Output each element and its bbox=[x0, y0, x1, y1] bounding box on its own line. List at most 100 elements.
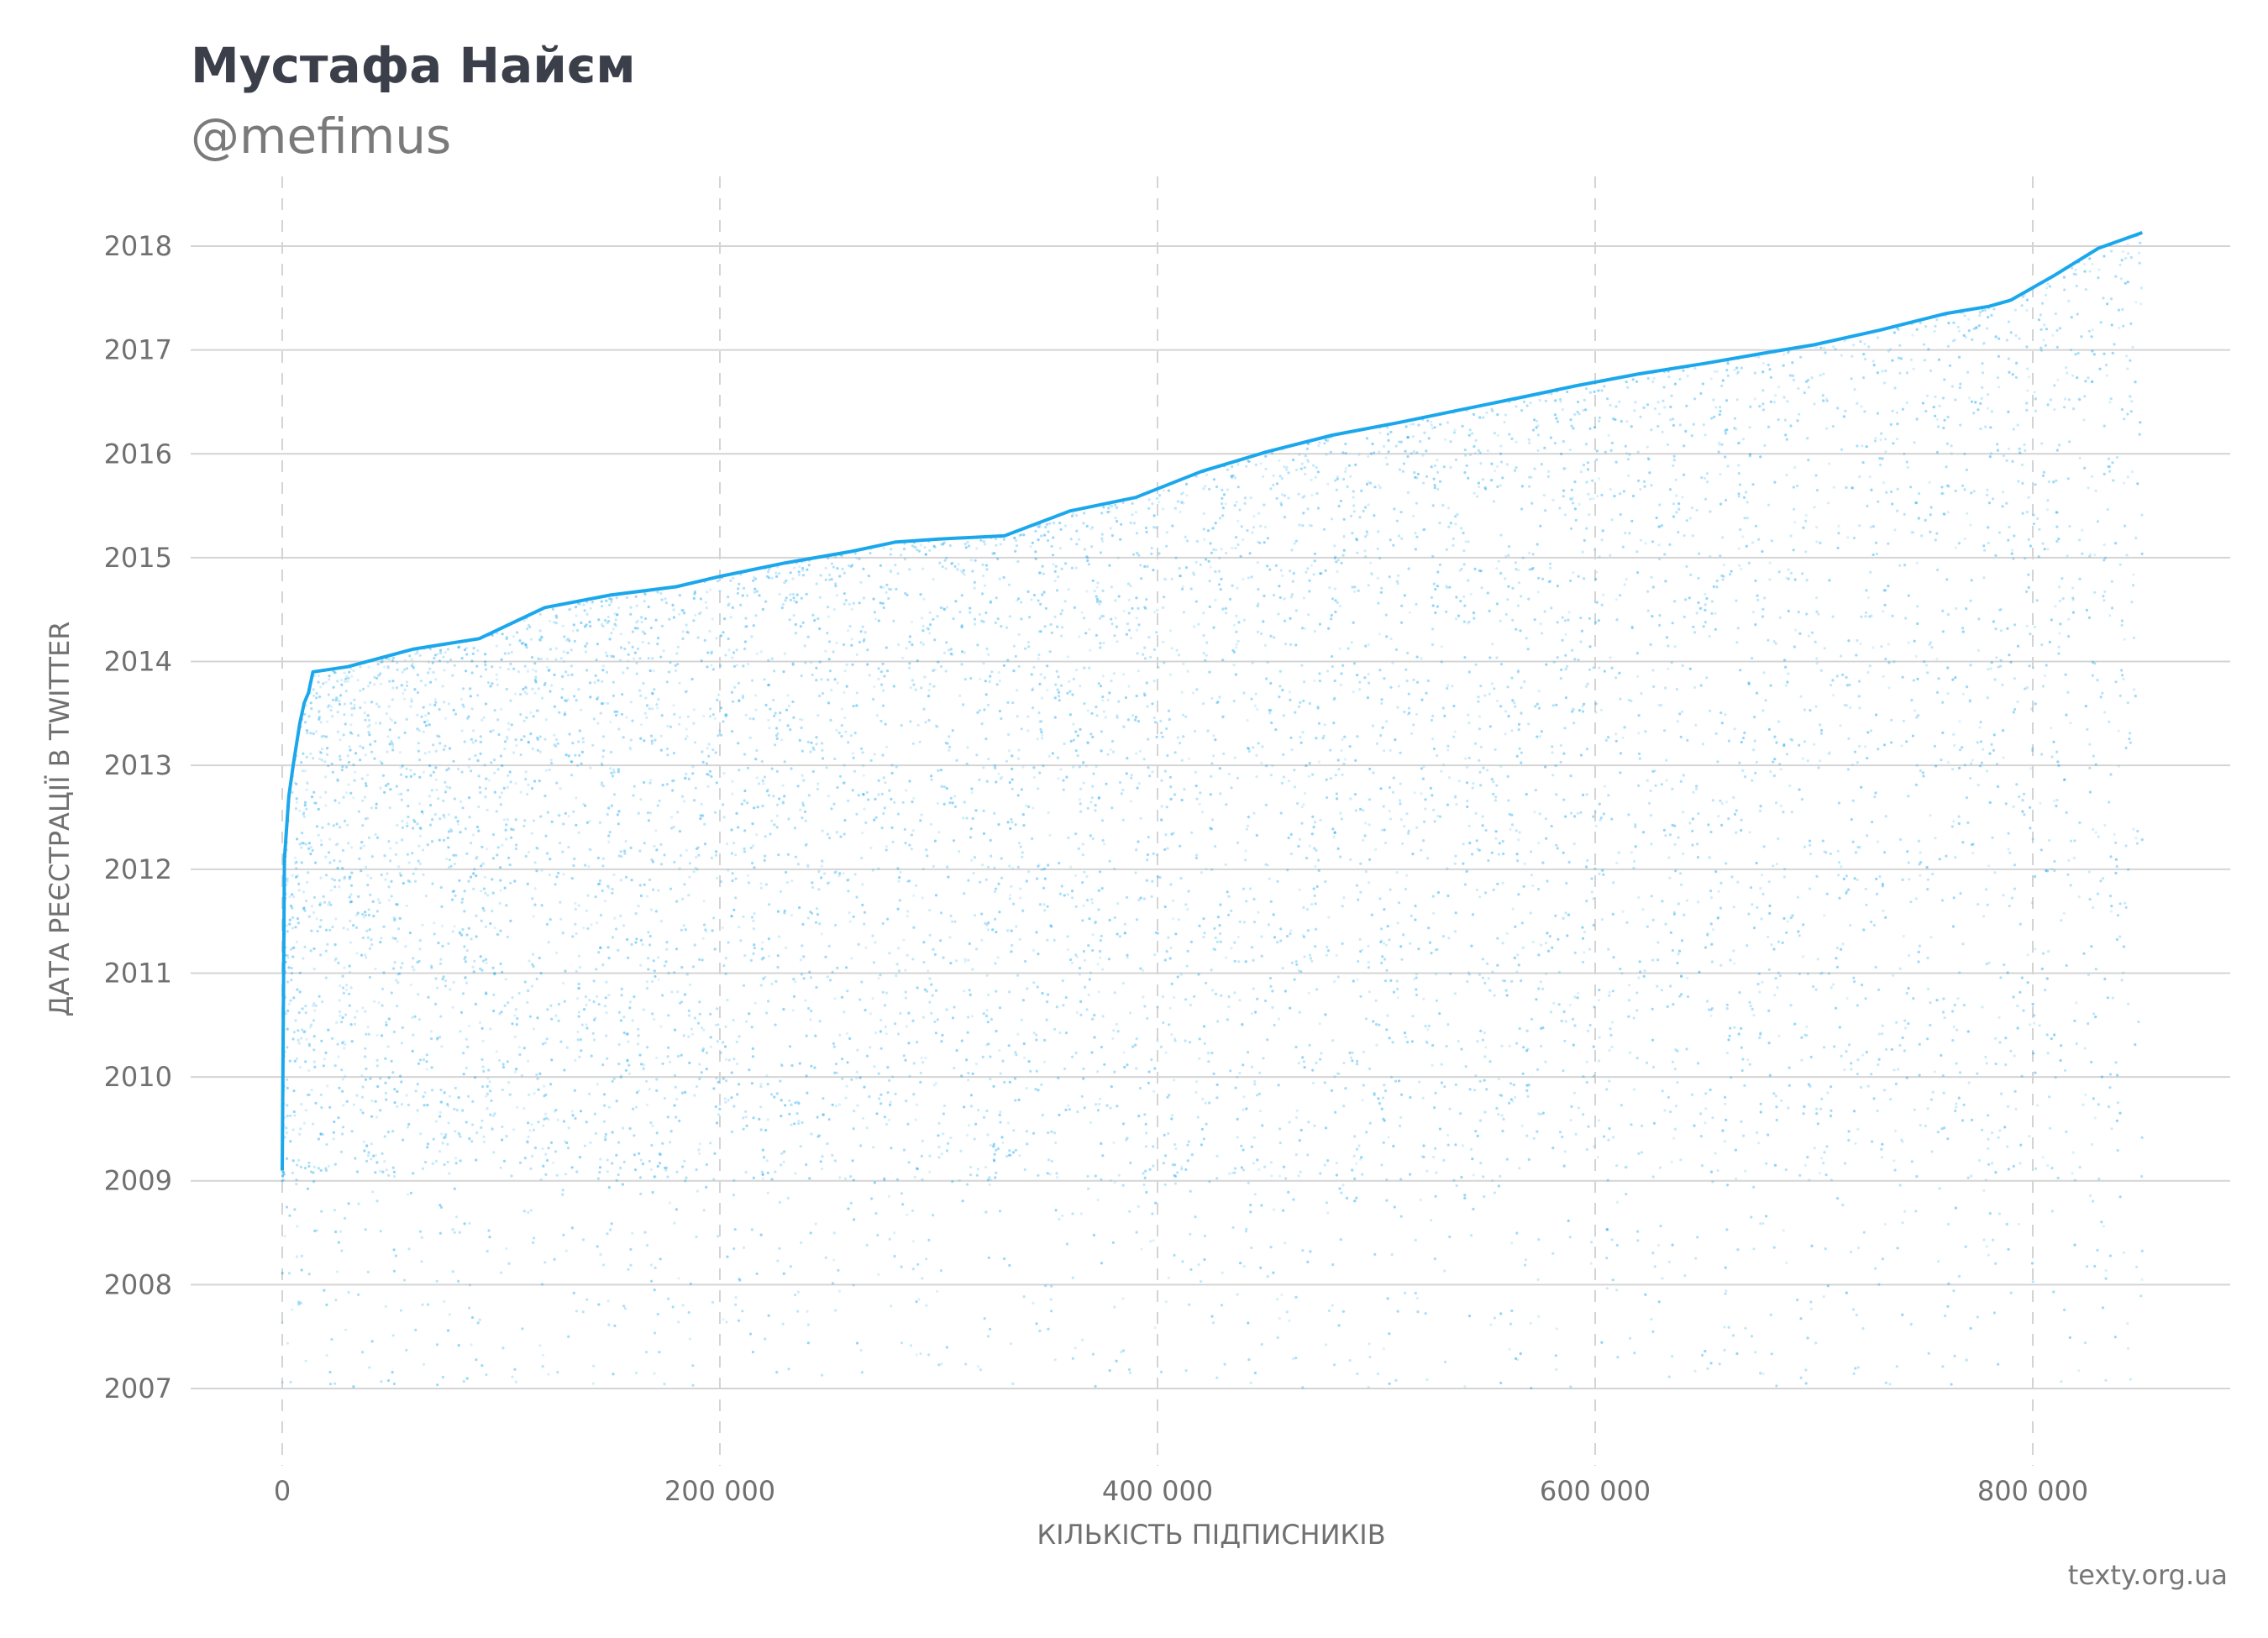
scatter-point bbox=[1210, 868, 1214, 871]
scatter-point bbox=[1177, 918, 1180, 921]
scatter-point bbox=[1113, 867, 1116, 870]
scatter-point bbox=[298, 990, 302, 994]
scatter-point bbox=[1363, 549, 1367, 553]
scatter-point bbox=[1221, 514, 1225, 517]
scatter-point bbox=[960, 1074, 963, 1078]
scatter-point bbox=[942, 606, 945, 611]
scatter-point bbox=[1551, 498, 1555, 502]
scatter-point bbox=[1472, 1207, 1475, 1210]
scatter-point bbox=[1567, 1219, 1570, 1222]
scatter-point bbox=[1819, 669, 1823, 672]
scatter-point bbox=[906, 953, 909, 957]
scatter-point bbox=[1534, 789, 1537, 792]
scatter-point bbox=[1266, 1275, 1269, 1278]
scatter-point bbox=[343, 877, 346, 880]
scatter-point bbox=[1627, 474, 1630, 477]
scatter-point bbox=[1446, 867, 1449, 870]
scatter-point bbox=[1163, 1133, 1166, 1137]
scatter-point bbox=[1620, 1104, 1623, 1107]
scatter-point bbox=[611, 1079, 614, 1083]
scatter-point bbox=[412, 665, 415, 669]
scatter-point bbox=[2084, 705, 2087, 708]
scatter-point bbox=[2102, 595, 2105, 598]
scatter-point bbox=[897, 643, 900, 647]
scatter-point bbox=[657, 698, 660, 701]
scatter-point bbox=[1057, 777, 1060, 780]
scatter-point bbox=[426, 719, 429, 722]
scatter-point bbox=[1348, 1051, 1352, 1054]
scatter-point bbox=[1725, 1051, 1729, 1055]
scatter-point bbox=[1749, 405, 1752, 408]
scatter-point bbox=[1102, 710, 1105, 713]
scatter-point bbox=[1304, 454, 1307, 458]
scatter-point bbox=[1310, 524, 1313, 528]
scatter-point bbox=[682, 924, 685, 927]
scatter-point bbox=[1772, 640, 1776, 643]
scatter-point bbox=[1815, 874, 1819, 878]
scatter-point bbox=[1918, 1042, 1921, 1046]
scatter-point bbox=[331, 715, 334, 718]
scatter-point bbox=[1815, 489, 1819, 492]
scatter-point bbox=[1651, 1252, 1655, 1255]
scatter-point bbox=[1238, 508, 1242, 512]
scatter-point bbox=[534, 669, 538, 673]
scatter-point bbox=[817, 1134, 821, 1137]
scatter-point bbox=[1260, 632, 1263, 636]
scatter-point bbox=[651, 691, 654, 696]
scatter-point bbox=[361, 1111, 365, 1115]
scatter-point bbox=[2019, 1143, 2023, 1147]
scatter-point bbox=[1998, 531, 2001, 534]
scatter-point bbox=[1471, 432, 1474, 435]
scatter-point bbox=[1335, 792, 1338, 795]
y-gridlines bbox=[191, 245, 2230, 1389]
scatter-point bbox=[1037, 571, 1041, 575]
scatter-point bbox=[334, 917, 338, 921]
scatter-point bbox=[1961, 627, 1965, 630]
scatter-point bbox=[391, 1166, 395, 1169]
scatter-point bbox=[2073, 1019, 2076, 1022]
scatter-point bbox=[546, 1008, 549, 1011]
scatter-point bbox=[2031, 837, 2034, 841]
scatter-point bbox=[487, 1068, 491, 1072]
scatter-point bbox=[364, 753, 367, 757]
scatter-point bbox=[2048, 1126, 2051, 1130]
scatter-point bbox=[376, 898, 380, 901]
scatter-point bbox=[1395, 580, 1399, 583]
scatter-point bbox=[654, 1331, 657, 1335]
scatter-point bbox=[1499, 1312, 1503, 1315]
scatter-point bbox=[582, 927, 585, 930]
scatter-point bbox=[326, 747, 329, 750]
scatter-point bbox=[989, 601, 992, 604]
scatter-point bbox=[570, 664, 574, 668]
scatter-point bbox=[1573, 507, 1577, 511]
scatter-point bbox=[1735, 428, 1738, 431]
scatter-point bbox=[713, 1152, 717, 1155]
scatter-point bbox=[486, 1092, 490, 1095]
scatter-point bbox=[936, 1289, 939, 1293]
scatter-point bbox=[1203, 1234, 1206, 1237]
scatter-point bbox=[696, 1189, 700, 1193]
scatter-point bbox=[361, 746, 365, 749]
scatter-point bbox=[949, 652, 953, 655]
scatter-point bbox=[1940, 1053, 1943, 1057]
scatter-point bbox=[834, 1309, 837, 1312]
scatter-point bbox=[2055, 511, 2058, 514]
scatter-point bbox=[1768, 561, 1772, 564]
scatter-point bbox=[827, 944, 831, 948]
scatter-point bbox=[1793, 645, 1796, 648]
scatter-point bbox=[1646, 403, 1650, 407]
scatter-point bbox=[945, 787, 948, 790]
scatter-point bbox=[1375, 742, 1379, 745]
scatter-point bbox=[423, 721, 427, 724]
scatter-point bbox=[1693, 366, 1697, 370]
scatter-point bbox=[911, 1019, 915, 1022]
scatter-point bbox=[1174, 932, 1178, 936]
scatter-point bbox=[1858, 846, 1861, 849]
scatter-point bbox=[1037, 711, 1041, 715]
scatter-point bbox=[1220, 1304, 1224, 1307]
scatter-point bbox=[1941, 396, 1945, 400]
scatter-point bbox=[496, 846, 500, 849]
scatter-point bbox=[1990, 1131, 1994, 1135]
scatter-point bbox=[1717, 890, 1720, 893]
scatter-point bbox=[1926, 956, 1929, 960]
